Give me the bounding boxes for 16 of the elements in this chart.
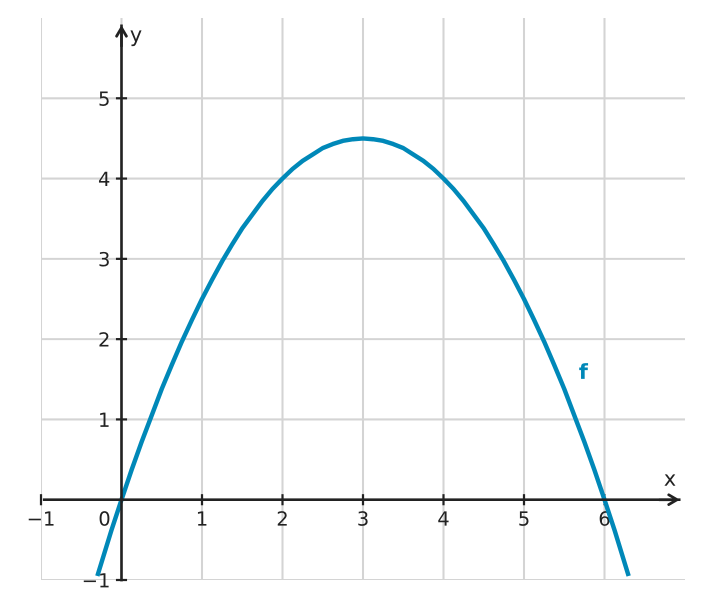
x-tick-label: 0 — [100, 511, 110, 526]
x-tick-label: 2 — [278, 511, 287, 526]
y-tick-label: 3 — [100, 252, 109, 267]
x-tick-label: 4 — [438, 511, 449, 526]
y-tick-label: −1 — [84, 573, 109, 588]
y-tick-label: 4 — [98, 172, 110, 186]
y-axis-title: y — [130, 30, 142, 46]
y-tick-label: 1 — [100, 412, 109, 427]
y-tick-label: 5 — [100, 91, 109, 106]
x-tick-label: 1 — [198, 511, 206, 526]
y-tick-label: 2 — [99, 332, 108, 347]
x-axis-title: x — [664, 474, 676, 486]
x-tick-label: −1 — [28, 511, 54, 526]
x-tick-label: 3 — [358, 511, 368, 526]
series-label: f — [579, 363, 588, 379]
x-tick-label: 5 — [519, 511, 528, 526]
